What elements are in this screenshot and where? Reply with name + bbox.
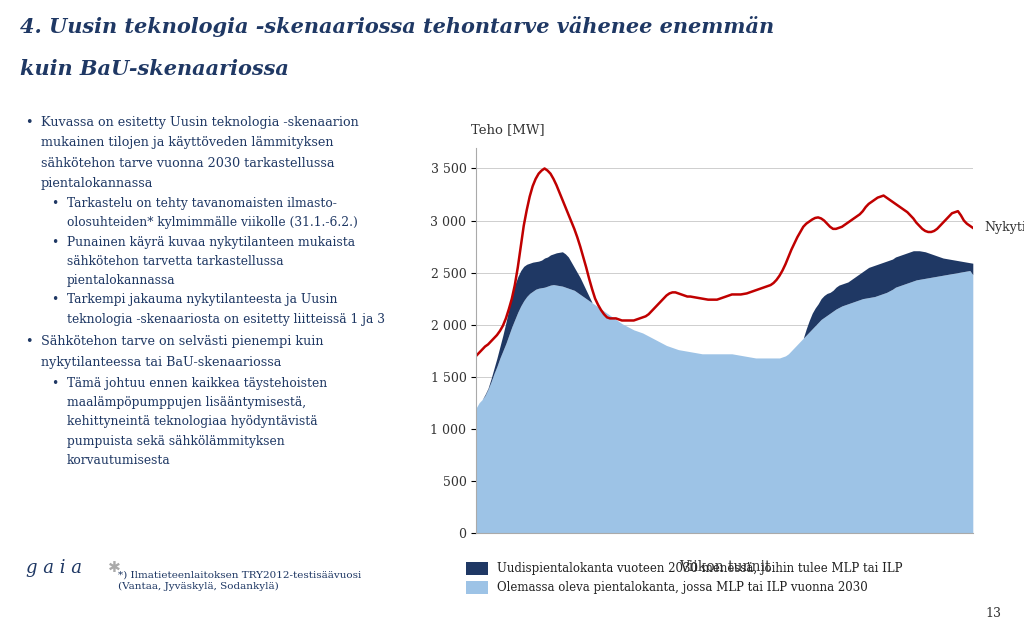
Text: mukainen tilojen ja käyttöveden lämmityksen: mukainen tilojen ja käyttöveden lämmityk…: [41, 136, 334, 149]
Text: (Vantaa, Jyväskylä, Sodankylä): (Vantaa, Jyväskylä, Sodankylä): [118, 582, 279, 591]
Text: Teho [MW]: Teho [MW]: [471, 123, 545, 136]
Text: Nykytilanne: Nykytilanne: [985, 221, 1024, 234]
Text: kuin BaU-skenaariossa: kuin BaU-skenaariossa: [20, 59, 290, 79]
Text: Tarkastelu on tehty tavanomaisten ilmasto-: Tarkastelu on tehty tavanomaisten ilmast…: [67, 197, 337, 210]
Text: •: •: [51, 197, 58, 210]
Text: kehittyneintä teknologiaa hyödyntävistä: kehittyneintä teknologiaa hyödyntävistä: [67, 415, 317, 428]
Text: ✱: ✱: [108, 560, 120, 575]
FancyBboxPatch shape: [466, 562, 488, 575]
Text: *) Ilmatieteenlaitoksen TRY2012-testisäävuosi: *) Ilmatieteenlaitoksen TRY2012-testisää…: [118, 570, 361, 579]
Text: •: •: [26, 116, 33, 128]
Text: sähkötehon tarve vuonna 2030 tarkastellussa: sähkötehon tarve vuonna 2030 tarkastellu…: [41, 157, 335, 169]
Text: g a i a: g a i a: [26, 559, 82, 577]
Text: sähkötehon tarvetta tarkastellussa: sähkötehon tarvetta tarkastellussa: [67, 255, 284, 268]
Text: korvautumisesta: korvautumisesta: [67, 454, 170, 467]
Text: 4. Uusin teknologia -skenaariossa tehontarve vähenee enemmän: 4. Uusin teknologia -skenaariossa tehont…: [20, 16, 774, 37]
Text: Viikon tunnit: Viikon tunnit: [679, 560, 770, 574]
Text: •: •: [51, 377, 58, 390]
Text: nykytilanteessa tai BaU-skenaariossa: nykytilanteessa tai BaU-skenaariossa: [41, 356, 282, 369]
Text: •: •: [26, 335, 33, 348]
Text: olosuhteiden* kylmimmälle viikolle (31.1.-6.2.): olosuhteiden* kylmimmälle viikolle (31.1…: [67, 216, 357, 229]
Text: Kuvassa on esitetty Uusin teknologia -skenaarion: Kuvassa on esitetty Uusin teknologia -sk…: [41, 116, 358, 128]
Text: Tarkempi jakauma nykytilanteesta ja Uusin: Tarkempi jakauma nykytilanteesta ja Uusi…: [67, 293, 337, 306]
Text: Tämä johtuu ennen kaikkea täystehoisten: Tämä johtuu ennen kaikkea täystehoisten: [67, 377, 327, 390]
Text: pientalokannassa: pientalokannassa: [41, 177, 154, 190]
Text: pumpuista sekä sähkölämmityksen: pumpuista sekä sähkölämmityksen: [67, 435, 285, 447]
Text: maalämpöpumppujen lisääntymisestä,: maalämpöpumppujen lisääntymisestä,: [67, 396, 306, 409]
Text: •: •: [51, 293, 58, 306]
Text: Sähkötehon tarve on selvästi pienempi kuin: Sähkötehon tarve on selvästi pienempi ku…: [41, 335, 324, 348]
Text: pientalokannassa: pientalokannassa: [67, 274, 175, 287]
Text: Olemassa oleva pientalokanta, jossa MLP tai ILP vuonna 2030: Olemassa oleva pientalokanta, jossa MLP …: [497, 581, 867, 594]
Text: •: •: [51, 236, 58, 248]
FancyBboxPatch shape: [466, 581, 488, 594]
Text: Punainen käyrä kuvaa nykytilanteen mukaista: Punainen käyrä kuvaa nykytilanteen mukai…: [67, 236, 354, 248]
Text: teknologia -skenaariosta on esitetty liitteissä 1 ja 3: teknologia -skenaariosta on esitetty lii…: [67, 313, 385, 325]
Text: 13: 13: [985, 607, 1001, 620]
Text: Uudispientalokanta vuoteen 2030 menessä, joihin tulee MLP tai ILP: Uudispientalokanta vuoteen 2030 menessä,…: [497, 562, 902, 575]
